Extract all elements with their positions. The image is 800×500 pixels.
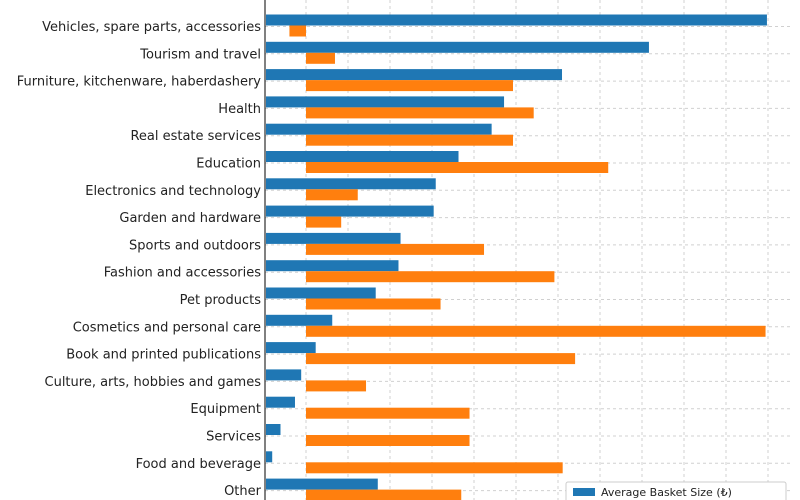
bar-series1 — [266, 287, 376, 299]
category-label: Garden and hardware — [119, 211, 261, 226]
bar-series2 — [306, 189, 358, 201]
category-label: Education — [196, 157, 261, 172]
bar-series2 — [306, 462, 563, 474]
bar-series1 — [266, 151, 459, 162]
bar-series2 — [306, 435, 470, 446]
category-label: Book and printed publications — [66, 348, 261, 363]
category-label: Services — [206, 430, 261, 445]
category-label: Furniture, kitchenware, haberdashery — [17, 75, 262, 90]
bar-series2 — [306, 380, 367, 392]
bar-series2 — [306, 353, 576, 365]
bar-series2 — [306, 271, 555, 283]
bar-series1 — [266, 178, 436, 190]
legend: Average Basket Size (₺) — [565, 481, 787, 500]
category-label: Vehicles, spare parts, accessories — [42, 20, 261, 35]
bar-series2 — [306, 134, 513, 146]
bar-series2 — [306, 80, 513, 92]
category-label: Electronics and technology — [85, 184, 261, 199]
bar-series1 — [266, 14, 767, 26]
bars — [266, 14, 767, 500]
category-label: Cosmetics and personal care — [73, 320, 261, 335]
category-label: Sports and outdoors — [129, 238, 261, 253]
category-label: Fashion and accessories — [104, 266, 262, 281]
legend-swatch — [573, 488, 595, 496]
bar-series1 — [266, 478, 378, 490]
legend-box — [565, 481, 787, 500]
bar-series2 — [306, 298, 441, 310]
bar-series1 — [266, 41, 649, 53]
bar-series2 — [306, 216, 342, 228]
category-label: Pet products — [180, 293, 262, 308]
category-label: Other — [224, 484, 262, 499]
category-labels: Vehicles, spare parts, accessories Touris… — [17, 20, 262, 499]
category-label: Real estate services — [130, 129, 261, 144]
bar-series1 — [266, 369, 302, 381]
bar-series1 — [266, 123, 492, 135]
category-label: Tourism and travel — [139, 47, 261, 62]
category-label: Food and beverage — [136, 457, 261, 472]
bar-series1 — [266, 96, 505, 108]
bar-series1 — [266, 314, 333, 326]
bar-series2 — [306, 407, 470, 419]
category-label: Culture, arts, hobbies and games — [45, 375, 262, 390]
legend-label: Average Basket Size (₺) — [601, 486, 732, 499]
bar-series2 — [306, 162, 609, 173]
bar-series1 — [266, 260, 399, 272]
bar-series1 — [266, 342, 316, 354]
bar-series2 — [306, 325, 766, 337]
category-label: Equipment — [190, 402, 261, 417]
bar-series2 — [306, 52, 335, 64]
category-label: Health — [218, 102, 261, 117]
bar-series2 — [306, 489, 462, 500]
bar-series1 — [266, 424, 281, 435]
bar-series2 — [306, 107, 534, 119]
bar-series1 — [266, 232, 401, 244]
bar-series1 — [266, 69, 563, 81]
bar-series1 — [266, 205, 434, 217]
bar-series2 — [289, 25, 306, 37]
bar-series1 — [266, 451, 273, 463]
bar-series1 — [266, 396, 295, 408]
bar-series2 — [306, 243, 485, 255]
